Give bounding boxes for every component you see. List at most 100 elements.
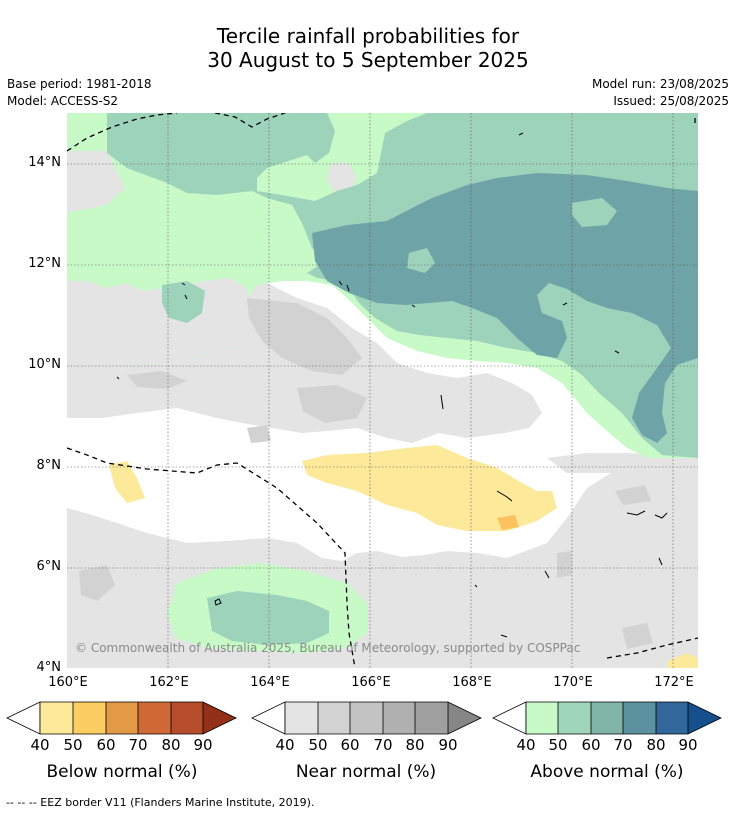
- island-13: [658, 557, 663, 566]
- colorbar-near-swatch-80: [415, 702, 448, 734]
- colorbar-above-swatch-70: [623, 702, 656, 734]
- eez-border-se: [606, 637, 698, 659]
- island-15: [500, 634, 508, 638]
- colorbar-above-tick-60: 60: [581, 736, 601, 754]
- colorbar-below-tick-70: 70: [128, 736, 148, 754]
- island-12: [544, 570, 550, 579]
- near-normal-patch-5: [79, 565, 115, 601]
- near-normal-patch-4: [247, 425, 271, 443]
- rainfall-probability-map: [67, 113, 698, 668]
- colorbar-below-tick-60: 60: [96, 736, 116, 754]
- colorbar-below-over-arrow: [203, 702, 236, 734]
- eez-borders: [67, 113, 698, 668]
- near-normal-patch-1: [247, 298, 362, 375]
- near-normal-darker-patches: [79, 298, 653, 649]
- above-60-north: [312, 173, 698, 443]
- colorbar-below-tick-50: 50: [63, 736, 83, 754]
- below-50-patch: [497, 515, 519, 530]
- title-line-2: 30 August to 5 September 2025: [207, 48, 529, 72]
- model-run: Model run: 23/08/2025: [591, 77, 729, 91]
- colorbar-above-swatch-50: [558, 702, 591, 734]
- colorbar-below-swatch-50: [73, 702, 106, 734]
- colorbars: [6, 701, 722, 735]
- colorbar-near-tick-50: 50: [308, 736, 328, 754]
- eez-border-nw: [67, 113, 178, 152]
- lat-label-6n: 6°N: [36, 559, 62, 574]
- below-40-southeast: [667, 653, 698, 668]
- colorbar-below-swatch-60: [106, 702, 138, 734]
- colorbar-near-swatch-70: [383, 702, 415, 734]
- island-14: [474, 584, 478, 588]
- islands: [116, 132, 668, 638]
- island-8: [440, 394, 444, 410]
- gridlines: [67, 113, 698, 668]
- colorbar-near-under-arrow: [251, 701, 286, 735]
- island-4: [116, 376, 120, 380]
- colorbar-near-tick-80: 80: [405, 736, 425, 754]
- near-normal-nw-notch: [67, 151, 125, 213]
- lon-label-172e: 172°E: [654, 675, 694, 690]
- colorbar-above-over-arrow: [688, 702, 721, 734]
- colorbar-below: [6, 701, 237, 735]
- colorbar-above-under-arrow: [492, 701, 527, 735]
- colorbar-below-tick-80: 80: [161, 736, 181, 754]
- colorbar-above-tick-40: 40: [516, 736, 536, 754]
- island-10: [496, 490, 513, 502]
- island-6: [562, 302, 568, 306]
- lat-label-14n: 14°N: [28, 155, 61, 170]
- near-normal-patch-3: [127, 371, 187, 389]
- colorbar-above-swatch-40: [526, 702, 558, 734]
- lat-label-10n: 10°N: [28, 357, 61, 372]
- colorbar-below-under-arrow: [6, 701, 41, 735]
- model-name: Model: ACCESS-S2: [7, 94, 119, 108]
- above-50-hole: [407, 248, 435, 273]
- eez-border-south: [67, 447, 356, 668]
- below-normal-regions: [109, 445, 698, 668]
- colorbar-below-swatch-80: [171, 702, 203, 734]
- lat-label-4n: 4°N: [36, 660, 62, 675]
- colorbar-below-title: Below normal (%): [46, 762, 198, 782]
- below-40-central: [302, 445, 557, 531]
- colorbar-above-tick-80: 80: [646, 736, 666, 754]
- island-7: [614, 350, 620, 354]
- above-50-hole-2: [572, 198, 617, 227]
- lon-label-160e: 160°E: [48, 675, 88, 690]
- colorbar-near: [251, 701, 482, 735]
- near-normal-patch-6: [615, 485, 651, 505]
- lat-label-12n: 12°N: [28, 256, 61, 271]
- title-line-1: Tercile rainfall probabilities for: [216, 24, 520, 48]
- colorbar-below-tick-40: 40: [30, 736, 50, 754]
- issued-date: Issued: 25/08/2025: [613, 94, 729, 108]
- near-normal-patch-2: [297, 385, 367, 423]
- island-9: [626, 510, 668, 519]
- copyright-notice: © Commonwealth of Australia 2025, Bureau…: [75, 641, 581, 655]
- colorbar-below-tick-90: 90: [193, 736, 213, 754]
- colorbar-above-swatch-60: [591, 702, 623, 734]
- colorbar-near-swatch-40: [285, 702, 318, 734]
- lon-label-164e: 164°E: [250, 675, 290, 690]
- colorbar-above-swatch-80: [656, 702, 688, 734]
- colorbar-near-over-arrow: [448, 702, 481, 734]
- island-1: [518, 132, 524, 136]
- island-3: [181, 282, 188, 300]
- eez-border-n: [214, 113, 286, 128]
- island-5: [411, 304, 416, 308]
- colorbar-near-tick-90: 90: [438, 736, 458, 754]
- colorbar-near-swatch-50: [318, 702, 350, 734]
- below-40-west: [109, 461, 145, 503]
- above-50-south: [207, 591, 329, 645]
- colorbar-near-title: Near normal (%): [295, 762, 437, 782]
- colorbar-above-tick-70: 70: [613, 736, 633, 754]
- colorbar-above-title: Above normal (%): [530, 762, 684, 782]
- lon-label-166e: 166°E: [351, 675, 391, 690]
- above-50-island: [162, 281, 205, 323]
- colorbar-near-tick-70: 70: [373, 736, 393, 754]
- colorbar-below-swatch-70: [138, 702, 171, 734]
- island-2: [338, 280, 350, 292]
- lon-label-162e: 162°E: [149, 675, 189, 690]
- near-normal-patch-7: [557, 551, 572, 578]
- colorbar-above-tick-90: 90: [678, 736, 698, 754]
- colorbar-below-swatch-40: [40, 702, 73, 734]
- base-period: Base period: 1981-2018: [7, 77, 152, 91]
- eez-footnote: -- -- -- EEZ border V11 (Flanders Marine…: [6, 796, 315, 809]
